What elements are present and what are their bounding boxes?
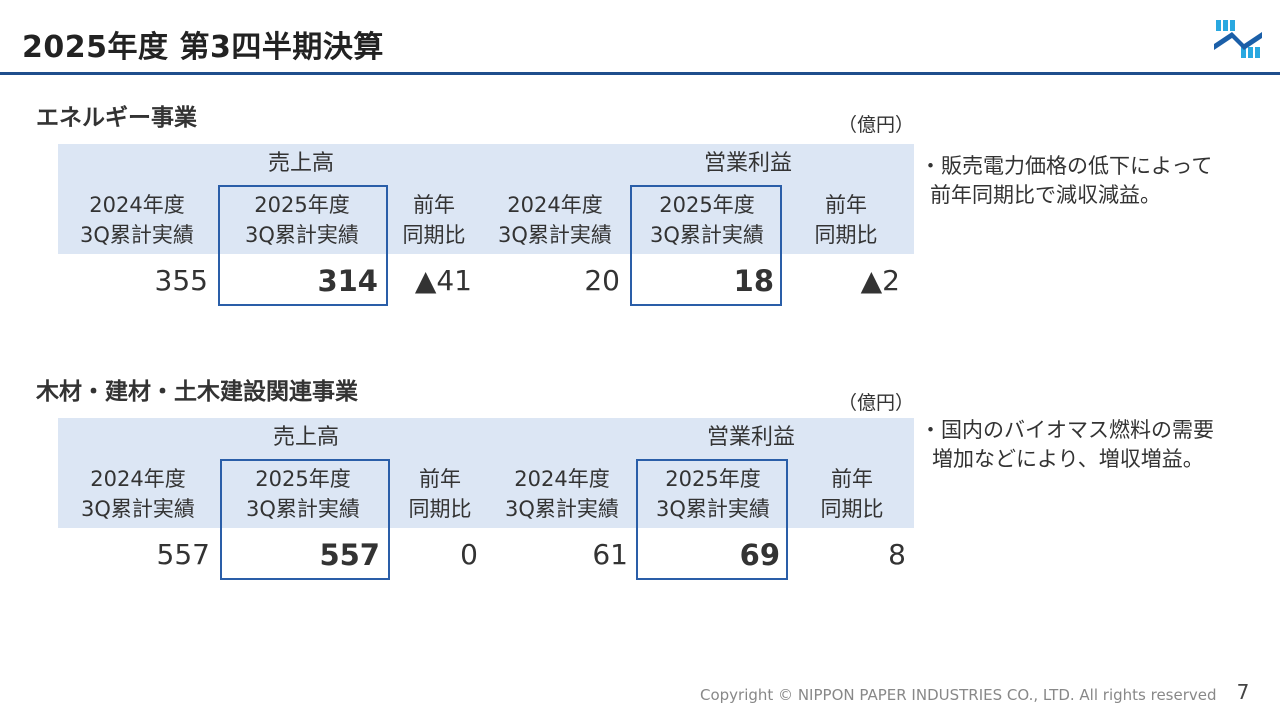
value-cell: 61 xyxy=(592,538,628,571)
copyright-footer: Copyright © NIPPON PAPER INDUSTRIES CO.,… xyxy=(700,686,1217,704)
value-cell-highlight: 314 xyxy=(317,264,378,298)
commentary-note: ・国内のバイオマス燃料の需要 増加などにより、増収増益。 xyxy=(920,418,1214,471)
value-cell: 20 xyxy=(584,264,620,297)
section-title-energy: エネルギー事業 xyxy=(36,105,197,131)
column-header: 2024年度 3Q累計実績 xyxy=(80,193,194,247)
column-header: 2025年度 3Q累計実績 xyxy=(656,467,770,521)
table-header-band xyxy=(58,418,914,528)
nippon-paper-logo-icon xyxy=(1214,20,1262,58)
column-header: 2024年度 3Q累計実績 xyxy=(505,467,619,521)
column-header: 前年 同期比 xyxy=(408,467,472,521)
value-cell: ▲41 xyxy=(414,264,472,297)
value-cell-highlight: 18 xyxy=(733,264,774,298)
value-cell-highlight: 69 xyxy=(739,538,780,572)
value-cell: 0 xyxy=(460,538,478,571)
commentary-note: ・販売電力価格の低下によって 前年同期比で減収減益。 xyxy=(920,154,1213,207)
column-header: 2025年度 3Q累計実績 xyxy=(650,193,764,247)
column-header: 2024年度 3Q累計実績 xyxy=(498,193,612,247)
value-cell: ▲2 xyxy=(860,264,900,297)
group-label-operating-profit: 営業利益 xyxy=(706,425,795,450)
page-title: 2025年度 第3四半期決算 xyxy=(22,30,384,65)
column-header: 2024年度 3Q累計実績 xyxy=(81,467,195,521)
group-label-operating-profit: 営業利益 xyxy=(703,151,792,176)
unit-label: （億円） xyxy=(838,392,915,414)
value-cell: 355 xyxy=(154,264,208,297)
column-header: 前年 同期比 xyxy=(814,193,878,247)
table-header-band xyxy=(58,144,914,254)
page-number: 7 xyxy=(1236,680,1250,704)
energy-table: 売上高 営業利益 2024年度 3Q累計実績 2025年度 3Q累計実績 前年 … xyxy=(58,144,914,308)
wood-materials-table: 売上高 営業利益 2024年度 3Q累計実績 2025年度 3Q累計実績 前年 … xyxy=(58,418,914,582)
column-header: 2025年度 3Q累計実績 xyxy=(245,193,359,247)
section-title-wood-materials: 木材・建材・土木建設関連事業 xyxy=(36,379,358,405)
unit-label: （億円） xyxy=(838,114,915,136)
title-divider xyxy=(0,72,1280,75)
value-cell-highlight: 557 xyxy=(319,538,380,572)
value-cell: 557 xyxy=(156,538,210,571)
group-label-sales: 売上高 xyxy=(267,151,334,176)
column-header: 前年 同期比 xyxy=(820,467,884,521)
column-header: 前年 同期比 xyxy=(402,193,466,247)
group-label-sales: 売上高 xyxy=(272,425,339,450)
value-cell: 8 xyxy=(888,538,906,571)
column-header: 2025年度 3Q累計実績 xyxy=(246,467,360,521)
